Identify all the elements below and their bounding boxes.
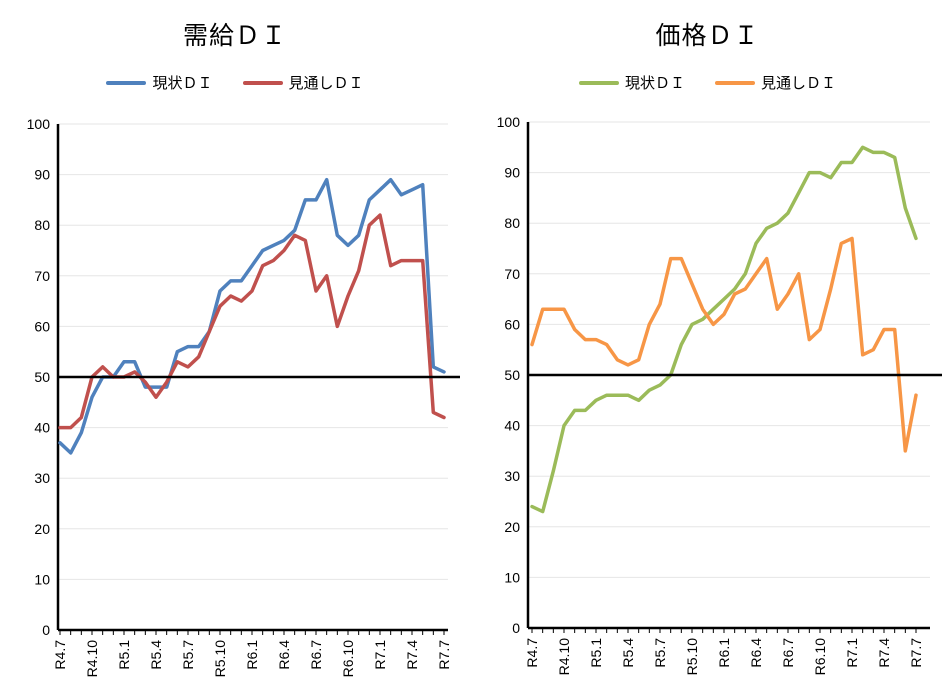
x-tick-label: R7.7 <box>436 640 452 670</box>
y-tick-label: 30 <box>34 470 50 486</box>
x-tick-label: R6.1 <box>244 640 260 670</box>
x-tick-label: R5.1 <box>116 640 132 670</box>
legend-label-current: 現状ＤＩ <box>624 74 685 92</box>
x-tick-label: R7.4 <box>876 638 892 668</box>
y-tick-label: 40 <box>34 420 50 436</box>
legend-swatch-outlook <box>715 80 755 85</box>
x-tick-label: R4.7 <box>524 638 540 668</box>
y-tick-label: 30 <box>504 468 520 484</box>
legend-label-outlook: 見通しＤＩ <box>288 74 364 92</box>
series-line-outlook <box>58 213 446 430</box>
x-tick-label: R5.7 <box>652 638 668 668</box>
legend-swatch-outlook <box>242 80 283 85</box>
y-tick-label: 100 <box>27 116 51 132</box>
y-tick-label: 60 <box>504 316 520 332</box>
y-tick-label: 0 <box>512 620 520 636</box>
legend-label-current: 現状ＤＩ <box>152 74 213 92</box>
x-tick-label: R6.10 <box>340 640 356 678</box>
chart-legend: 現状ＤＩ 見通しＤＩ <box>0 72 470 93</box>
x-tick-label: R5.7 <box>180 640 196 670</box>
x-tick-label: R5.10 <box>212 640 228 678</box>
x-tick-label: R6.7 <box>780 638 796 668</box>
y-tick-label: 10 <box>504 569 520 585</box>
legend-item-outlook: 見通しＤＩ <box>715 72 836 93</box>
x-tick-label: R4.10 <box>84 640 100 678</box>
plot-area: 0 10 20 30 40 50 60 70 80 90 100 R4.7 R4.10 R5.1 R5.4 R… <box>497 114 942 676</box>
y-tick-label: 50 <box>34 369 50 385</box>
x-tick-label: R5.4 <box>148 640 164 670</box>
chart-title: 価格ＤＩ <box>655 21 760 50</box>
x-tick-label: R6.1 <box>716 638 732 668</box>
x-tick-label: R6.7 <box>308 640 324 670</box>
price-chart: 価格ＤＩ 現状ＤＩ 見通しＤＩ 0 10 20 30 40 50 60 70 80 90 100 R4… <box>470 0 945 697</box>
x-tick-label: R6.10 <box>812 638 828 676</box>
y-tick-label: 70 <box>504 266 520 282</box>
x-tick-label: R6.4 <box>748 638 764 668</box>
x-tick-label: R4.7 <box>52 640 68 670</box>
x-tick-label: R7.4 <box>404 640 420 670</box>
x-tick-label: R7.1 <box>372 640 388 670</box>
y-tick-label: 10 <box>34 571 50 587</box>
legend-swatch-current <box>106 80 147 85</box>
legend-label-outlook: 見通しＤＩ <box>761 74 837 92</box>
y-tick-label: 90 <box>34 167 50 183</box>
y-tick-label: 100 <box>497 114 521 130</box>
y-tick-label: 80 <box>34 217 50 233</box>
x-tick-label: R7.7 <box>908 638 924 668</box>
y-tick-label: 90 <box>504 165 520 181</box>
series-line-current <box>58 177 446 455</box>
y-tick-label: 40 <box>504 418 520 434</box>
legend-item-current: 現状ＤＩ <box>578 72 685 93</box>
plot-area: 0 10 20 30 40 50 60 70 80 90 100 R4.7 R4.10 R5.1 R5.4 R… <box>27 116 460 678</box>
chart-legend: 現状ＤＩ 見通しＤＩ <box>470 72 945 93</box>
y-tick-label: 20 <box>504 519 520 535</box>
legend-item-outlook: 見通しＤＩ <box>242 72 364 93</box>
y-tick-label: 70 <box>34 268 50 284</box>
supply-demand-chart: 需給ＤＩ 現状ＤＩ 見通しＤＩ 0 10 20 30 40 50 60 70 80 90 100 R4… <box>0 0 470 697</box>
x-tick-label: R4.10 <box>556 638 572 676</box>
x-tick-label: R5.1 <box>588 638 604 668</box>
series-line-outlook <box>530 236 918 453</box>
chart-title: 需給ＤＩ <box>182 21 287 50</box>
y-tick-label: 80 <box>504 215 520 231</box>
x-tick-label: R5.10 <box>684 638 700 676</box>
y-tick-label: 60 <box>34 318 50 334</box>
series-line-current <box>530 145 918 514</box>
y-tick-label: 0 <box>42 622 50 638</box>
x-tick-label: R5.4 <box>620 638 636 668</box>
y-tick-label: 20 <box>34 521 50 537</box>
y-tick-label: 50 <box>504 367 520 383</box>
legend-item-current: 現状ＤＩ <box>106 72 213 93</box>
x-tick-label: R6.4 <box>276 640 292 670</box>
x-tick-label: R7.1 <box>844 638 860 668</box>
legend-swatch-current <box>578 80 619 85</box>
